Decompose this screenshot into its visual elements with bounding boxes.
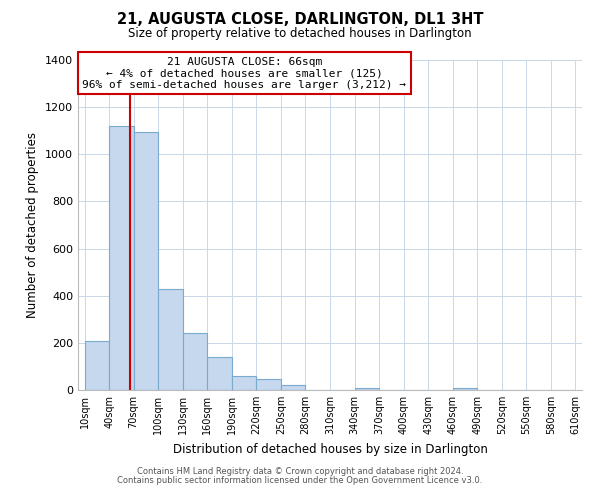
Bar (256, 380, 281, 390)
Bar (183, 334, 207, 390)
Bar (109, 126, 134, 390)
Bar (281, 386, 305, 390)
Y-axis label: Number of detached properties: Number of detached properties (26, 132, 40, 318)
Text: 21, AUGUSTA CLOSE, DARLINGTON, DL1 3HT: 21, AUGUSTA CLOSE, DARLINGTON, DL1 3HT (117, 12, 483, 28)
Bar (232, 376, 256, 390)
Bar (158, 288, 182, 390)
Bar (134, 132, 158, 390)
Text: Contains HM Land Registry data © Crown copyright and database right 2024.: Contains HM Land Registry data © Crown c… (137, 467, 463, 476)
Text: Size of property relative to detached houses in Darlington: Size of property relative to detached ho… (128, 28, 472, 40)
Bar (85, 340, 109, 390)
X-axis label: Distribution of detached houses by size in Darlington: Distribution of detached houses by size … (173, 442, 487, 456)
Bar (453, 388, 477, 390)
Bar (355, 388, 379, 390)
Text: 21 AUGUSTA CLOSE: 66sqm
← 4% of detached houses are smaller (125)
96% of semi-de: 21 AUGUSTA CLOSE: 66sqm ← 4% of detached… (82, 56, 406, 90)
Bar (208, 357, 232, 390)
Text: Contains public sector information licensed under the Open Government Licence v3: Contains public sector information licen… (118, 476, 482, 485)
